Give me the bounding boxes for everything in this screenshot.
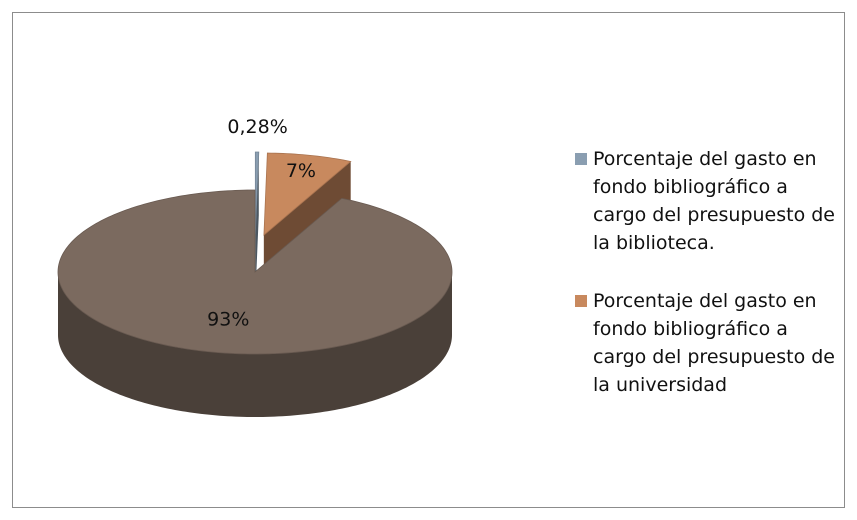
- legend-label: Porcentaje del gasto en fondo bibliográf…: [593, 148, 835, 254]
- slice: [254, 151, 260, 235]
- legend-entry: Porcentaje del gasto en fondo bibliográf…: [575, 145, 843, 257]
- data-label: 93%: [207, 308, 249, 330]
- legend-label: Porcentaje del gasto en fondo bibliográf…: [593, 290, 835, 396]
- slice: [57, 189, 453, 355]
- slice-side: [58, 272, 452, 417]
- data-label: 7%: [286, 160, 316, 182]
- legend-swatch: [575, 295, 587, 307]
- slice: [263, 152, 352, 236]
- data-label: 0,28%: [227, 116, 287, 138]
- slice-edge: [255, 152, 259, 297]
- legend-swatch: [575, 153, 587, 165]
- legend-entry: Porcentaje del gasto en fondo bibliográf…: [575, 287, 843, 399]
